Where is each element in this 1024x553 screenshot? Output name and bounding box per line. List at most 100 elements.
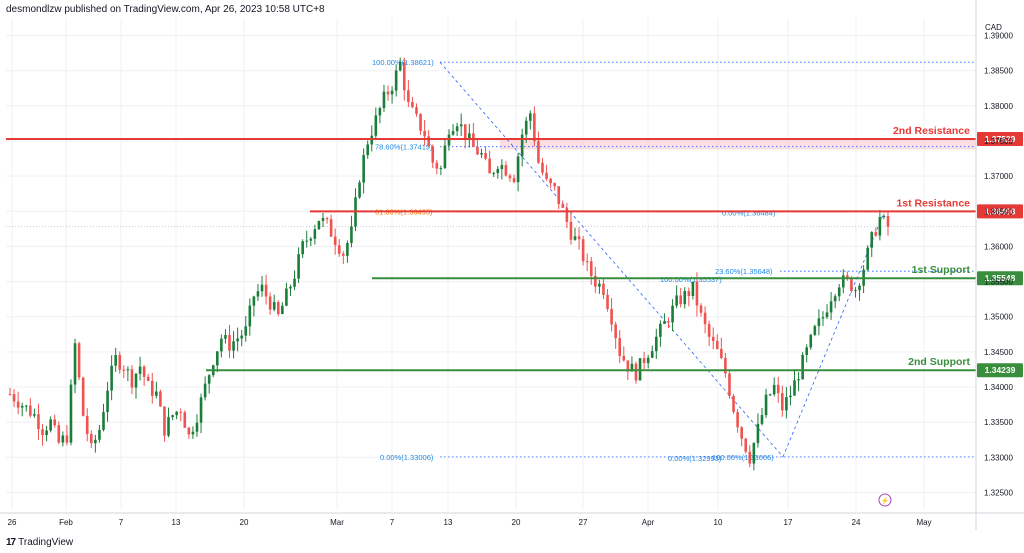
candle-body: [512, 178, 516, 183]
candle-body: [427, 136, 430, 147]
candle-body: [167, 417, 170, 436]
level-label: 2nd Support: [908, 356, 970, 368]
fib-label: 0.00%(1.33006): [380, 453, 434, 462]
candle-body: [110, 365, 113, 391]
y-tick-label: 1.39000: [984, 32, 1013, 41]
candle-body: [561, 204, 565, 208]
y-tick-label: 1.34500: [984, 348, 1013, 357]
candle-body: [102, 412, 105, 430]
candle-body: [81, 377, 85, 416]
candle-body: [443, 145, 447, 169]
candle-body: [650, 351, 654, 358]
price-tag: [977, 204, 1023, 219]
candle-body: [679, 295, 682, 305]
candle-body: [606, 294, 609, 309]
candle-body: [61, 435, 65, 443]
candle-body: [480, 153, 483, 155]
candle-body: [423, 130, 426, 137]
y-tick-label: 1.36000: [984, 242, 1013, 251]
brand-name: TradingView: [18, 537, 74, 548]
candle-body: [687, 291, 691, 296]
candle-body: [366, 144, 370, 156]
candle-body: [118, 355, 122, 370]
candle-body: [114, 355, 117, 366]
candle-body: [577, 236, 581, 240]
candle-body: [488, 158, 491, 174]
candle-body: [764, 394, 768, 416]
support-resistance-levels[interactable]: 2nd Resistance 1.37529 1st Resistance 1.364…: [6, 125, 1023, 378]
candle-body: [85, 415, 89, 435]
candle-body: [69, 384, 73, 443]
candle-body: [252, 296, 256, 306]
candle-body: [346, 243, 349, 256]
x-tick-label: Apr: [642, 518, 655, 527]
candle-body: [675, 295, 678, 306]
candle-body: [236, 338, 239, 342]
candle-body: [736, 412, 739, 428]
price-tag-label: 1.36498: [985, 206, 1016, 216]
candle-body: [614, 324, 617, 339]
candle-body: [589, 261, 593, 276]
candle-body: [220, 338, 223, 352]
candle-body: [41, 429, 44, 436]
candle-body: [541, 162, 544, 173]
candle-body: [484, 153, 487, 159]
y-tick-label: 1.35500: [984, 278, 1013, 287]
candle-body: [24, 405, 28, 407]
candle-body: [772, 384, 776, 395]
candle-body: [846, 275, 849, 278]
candle-body: [191, 431, 195, 435]
candle-body: [337, 245, 341, 254]
candle-body: [374, 115, 378, 136]
candle-body: [130, 369, 134, 388]
candle-body: [142, 366, 146, 377]
candle-body: [386, 91, 390, 95]
candle-body: [155, 391, 158, 396]
candle-body: [854, 290, 857, 292]
candle-body: [276, 302, 280, 314]
level-label: 1st Support: [912, 264, 971, 276]
candle-body: [232, 341, 235, 351]
candle-body: [886, 216, 890, 227]
candle-body: [569, 221, 573, 240]
x-tick-label: 17: [784, 518, 793, 527]
candle-body: [224, 335, 227, 339]
x-tick-label: May: [916, 518, 931, 527]
candle-body: [321, 218, 325, 221]
candle-body: [594, 275, 597, 287]
candle-body: [809, 334, 813, 348]
candle-body: [468, 133, 471, 140]
candle-body: [850, 277, 853, 291]
candle-body: [504, 165, 508, 176]
candle-body: [878, 217, 882, 236]
x-tick-label: 10: [714, 518, 723, 527]
candle-body: [585, 261, 589, 263]
candle-body: [732, 395, 735, 413]
candle-body: [618, 338, 622, 356]
candle-body: [203, 383, 207, 398]
y-tick-label: 1.34000: [984, 383, 1013, 392]
candle-body: [98, 429, 101, 440]
level-label: 1st Resistance: [896, 197, 970, 209]
candle-body: [573, 236, 577, 240]
y-tick-label: 1.33000: [984, 453, 1013, 462]
candle-body: [882, 216, 886, 218]
fib-label: 100.00%(1.33006): [712, 453, 774, 462]
candle-body: [57, 425, 61, 443]
candle-body: [228, 335, 231, 351]
candle-body: [557, 186, 561, 205]
y-tick-label: 1.38500: [984, 67, 1013, 76]
tradingview-brand[interactable]: 17 TradingView: [6, 537, 73, 548]
price-tag-label: 1.34239: [985, 365, 1016, 375]
candle-body: [20, 405, 24, 408]
candle-body: [150, 380, 154, 396]
candle-body: [874, 232, 878, 236]
candle-body: [728, 373, 731, 396]
candle-body: [16, 401, 20, 408]
fib-label: 78.60%(1.37419): [375, 143, 433, 152]
candles: [8, 57, 890, 471]
candle-body: [776, 384, 780, 394]
candle-body: [630, 363, 634, 372]
